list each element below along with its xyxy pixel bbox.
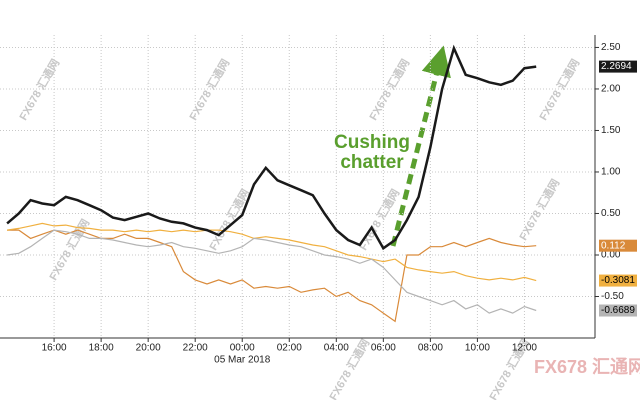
watermark: FX678 汇通网 xyxy=(367,57,412,123)
last-value-box xyxy=(599,60,637,73)
y-tick-label: 1.00 xyxy=(601,167,621,178)
last-value-label: 0.112 xyxy=(601,240,626,251)
last-value-box xyxy=(599,274,637,287)
x-tick-label: 20:00 xyxy=(136,343,161,354)
x-tick-label: 18:00 xyxy=(89,343,114,354)
last-value-label: -0.6689 xyxy=(601,305,635,316)
x-tick-label: 06:00 xyxy=(371,343,396,354)
date-label: 05 Mar 2018 xyxy=(214,355,271,366)
watermark: FX678 汇通网 xyxy=(187,57,232,123)
last-value-label: 2.2694 xyxy=(601,61,632,72)
y-tick-label: 2.00 xyxy=(601,84,621,95)
x-tick-label: 10:00 xyxy=(465,343,490,354)
watermark: FX678 汇通网 xyxy=(17,57,62,123)
y-tick-label: 0.50 xyxy=(601,208,621,219)
series-line xyxy=(7,229,537,314)
y-tick-label: 2.50 xyxy=(601,42,621,53)
x-tick-label: 08:00 xyxy=(418,343,443,354)
x-tick-label: 12:00 xyxy=(512,343,537,354)
x-tick-label: 00:00 xyxy=(230,343,255,354)
y-tick-label: 1.50 xyxy=(601,125,621,136)
annotation: Cushing xyxy=(334,132,410,153)
last-value-label: -0.3081 xyxy=(601,275,635,286)
series-line xyxy=(6,44,537,251)
x-tick-label: 04:00 xyxy=(324,343,349,354)
watermark-logo: FX678 汇通网 xyxy=(534,357,640,377)
x-tick-label: 22:00 xyxy=(183,343,208,354)
y-tick-label: 0.00 xyxy=(601,250,621,261)
watermark: FX678 汇通网 xyxy=(537,57,582,123)
watermark: FX678 汇通网 xyxy=(47,217,92,283)
y-tick-label: -0.50 xyxy=(601,291,624,302)
x-tick-label: 16:00 xyxy=(42,343,67,354)
x-tick-label: 02:00 xyxy=(277,343,302,354)
last-value-box xyxy=(599,304,637,317)
last-value-box xyxy=(599,239,637,252)
annotation: chatter xyxy=(340,152,404,173)
series-line xyxy=(7,229,537,323)
series-line xyxy=(7,222,537,282)
watermark: FX678 汇通网 xyxy=(517,177,562,243)
watermark: FX678 汇通网 xyxy=(207,187,252,253)
